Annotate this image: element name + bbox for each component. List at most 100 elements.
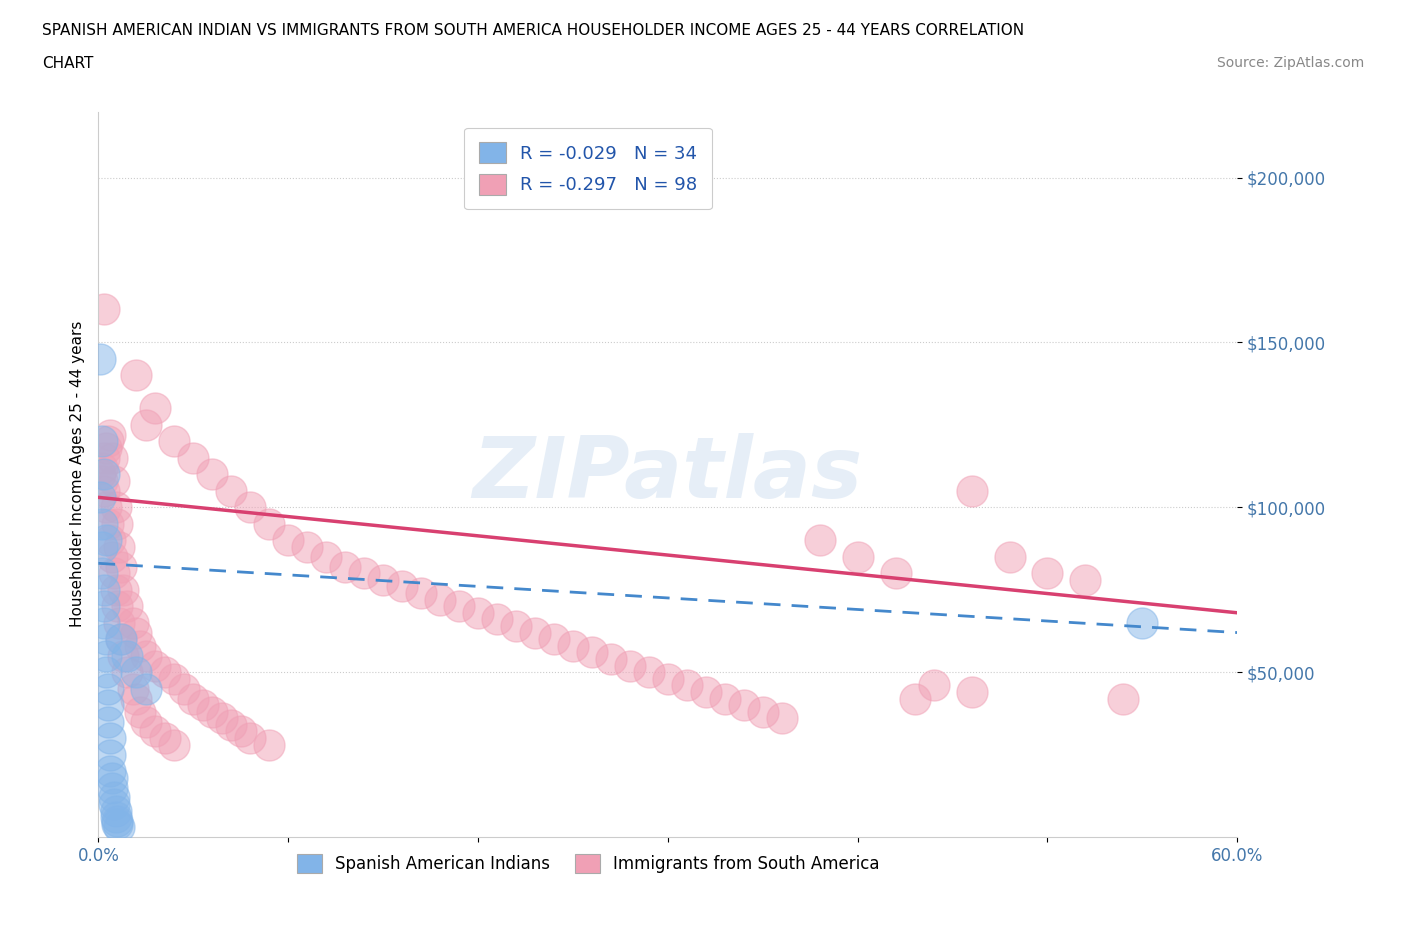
Point xyxy=(163,737,186,752)
Point xyxy=(619,658,641,673)
Point xyxy=(97,698,120,712)
Point xyxy=(93,302,115,317)
Point xyxy=(100,770,122,785)
Point xyxy=(846,550,869,565)
Point xyxy=(100,780,122,795)
Point xyxy=(125,665,148,680)
Point xyxy=(112,648,135,663)
Point xyxy=(391,579,413,594)
Point xyxy=(97,714,120,729)
Point xyxy=(770,711,793,725)
Point xyxy=(125,368,148,383)
Point xyxy=(103,790,125,804)
Point xyxy=(411,586,433,601)
Point xyxy=(108,819,131,834)
Point xyxy=(112,582,135,597)
Point xyxy=(163,434,186,449)
Point xyxy=(108,616,131,631)
Point xyxy=(91,460,114,475)
Point xyxy=(429,592,451,607)
Point xyxy=(486,612,509,627)
Point xyxy=(960,484,983,498)
Point xyxy=(89,352,111,366)
Point xyxy=(221,484,243,498)
Point xyxy=(110,631,132,646)
Point xyxy=(97,516,120,531)
Point xyxy=(98,764,121,778)
Point xyxy=(163,671,186,686)
Point xyxy=(98,427,121,442)
Point xyxy=(94,441,117,456)
Point xyxy=(129,638,152,653)
Point xyxy=(98,533,121,548)
Point xyxy=(89,467,111,482)
Point xyxy=(91,516,114,531)
Point xyxy=(259,516,281,531)
Point xyxy=(239,499,262,514)
Point xyxy=(100,450,122,465)
Point xyxy=(371,572,394,587)
Point xyxy=(581,644,603,659)
Point xyxy=(100,550,122,565)
Point xyxy=(1074,572,1097,587)
Point xyxy=(91,473,114,488)
Point xyxy=(239,731,262,746)
Point xyxy=(135,681,157,696)
Point xyxy=(221,717,243,732)
Point xyxy=(904,691,927,706)
Point xyxy=(638,665,661,680)
Point xyxy=(103,797,125,812)
Point xyxy=(884,565,907,580)
Point xyxy=(93,616,115,631)
Point xyxy=(153,731,176,746)
Legend: Spanish American Indians, Immigrants from South America: Spanish American Indians, Immigrants fro… xyxy=(283,841,893,886)
Point xyxy=(121,616,143,631)
Point xyxy=(115,665,138,680)
Point xyxy=(103,565,125,580)
Point xyxy=(93,450,115,465)
Text: Source: ZipAtlas.com: Source: ZipAtlas.com xyxy=(1216,56,1364,70)
Point xyxy=(97,681,120,696)
Point xyxy=(695,684,717,699)
Point xyxy=(145,724,167,739)
Point xyxy=(108,539,131,554)
Point xyxy=(91,539,114,554)
Point xyxy=(104,582,127,597)
Point xyxy=(94,631,117,646)
Point xyxy=(277,533,299,548)
Point xyxy=(467,605,489,620)
Point xyxy=(125,625,148,640)
Point xyxy=(125,691,148,706)
Point xyxy=(93,484,115,498)
Point xyxy=(173,681,195,696)
Point xyxy=(808,533,831,548)
Point xyxy=(94,665,117,680)
Point xyxy=(1112,691,1135,706)
Point xyxy=(110,631,132,646)
Point xyxy=(922,678,945,693)
Point xyxy=(676,678,699,693)
Point xyxy=(110,559,132,574)
Point xyxy=(115,648,138,663)
Point xyxy=(129,704,152,719)
Point xyxy=(714,691,737,706)
Point xyxy=(315,550,337,565)
Point xyxy=(89,490,111,505)
Point xyxy=(543,631,565,646)
Point xyxy=(98,731,121,746)
Text: SPANISH AMERICAN INDIAN VS IMMIGRANTS FROM SOUTH AMERICA HOUSEHOLDER INCOME AGES: SPANISH AMERICAN INDIAN VS IMMIGRANTS FR… xyxy=(42,23,1025,38)
Point xyxy=(353,565,375,580)
Point xyxy=(93,582,115,597)
Point xyxy=(91,434,114,449)
Point xyxy=(153,665,176,680)
Point xyxy=(97,434,120,449)
Text: CHART: CHART xyxy=(42,56,94,71)
Text: ZIPatlas: ZIPatlas xyxy=(472,432,863,516)
Point xyxy=(91,565,114,580)
Point xyxy=(733,698,755,712)
Point xyxy=(93,467,115,482)
Point xyxy=(121,681,143,696)
Point xyxy=(94,533,117,548)
Point xyxy=(135,418,157,432)
Point xyxy=(259,737,281,752)
